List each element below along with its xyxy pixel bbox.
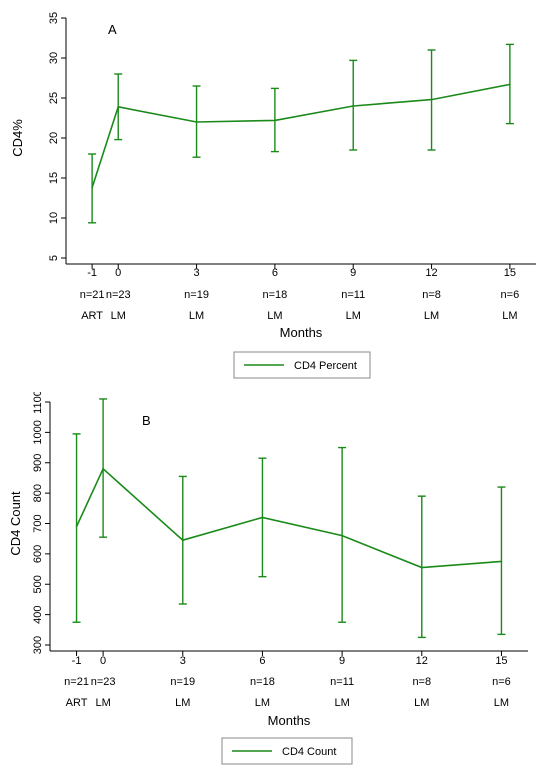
- x-tick-label: 12: [425, 267, 437, 279]
- group-label: LM: [175, 697, 190, 709]
- y-tick-label: 600: [32, 545, 44, 563]
- legend-label: CD4 Count: [282, 746, 336, 758]
- y-axis-title: CD4%: [10, 119, 25, 157]
- data-point: [420, 566, 423, 569]
- group-label: LM: [424, 310, 439, 322]
- series-line-0: [91, 83, 511, 188]
- x-tick-label: 9: [339, 655, 345, 667]
- y-tick-label: 700: [32, 514, 44, 532]
- y-tick-label: 15: [48, 172, 60, 184]
- data-point: [117, 106, 120, 108]
- y-tick-label: 30: [48, 52, 60, 64]
- legend-label: CD4 Percent: [294, 360, 357, 372]
- x-tick-label: -1: [72, 655, 82, 667]
- sample-size-label: n=19: [184, 289, 209, 301]
- group-label: LM: [189, 310, 204, 322]
- data-point: [509, 83, 511, 86]
- group-label: LM: [267, 310, 282, 322]
- group-label: LM: [414, 697, 429, 709]
- sample-size-label: n=23: [106, 289, 131, 301]
- sample-size-label: n=11: [330, 676, 354, 688]
- group-label: LM: [346, 310, 361, 322]
- group-label: LM: [502, 310, 517, 322]
- x-tick-label: 9: [350, 267, 356, 279]
- y-tick-label: 35: [48, 12, 60, 24]
- y-tick-label: 10: [48, 212, 60, 224]
- group-label: LM: [255, 697, 270, 709]
- x-tick-label: -1: [87, 267, 97, 279]
- chart-panel-b: 300 400 500 600 700 800 900 1000 1100 -1 n=21 ART 0 n…: [8, 392, 528, 765]
- sample-size-label: n=18: [250, 676, 275, 688]
- sample-size-label: n=19: [170, 676, 195, 688]
- group-label: ART: [66, 697, 88, 709]
- y-axis-title: CD4 Count: [8, 491, 23, 556]
- data-point: [102, 468, 104, 470]
- x-tick-label: 6: [259, 655, 265, 667]
- panel-label: B: [142, 413, 151, 428]
- sample-size-label: n=23: [91, 676, 116, 688]
- group-label: LM: [494, 697, 509, 709]
- x-tick-label: 15: [495, 655, 507, 667]
- y-tick-label: 800: [32, 484, 44, 502]
- data-point: [274, 119, 276, 122]
- y-tick-label: 1100: [32, 392, 44, 414]
- y-tick-label: 5: [48, 255, 60, 261]
- y-tick-label: 20: [48, 132, 60, 144]
- x-tick-label: 12: [416, 655, 428, 667]
- data-point: [261, 516, 264, 519]
- x-tick-label: 6: [272, 267, 278, 279]
- x-tick-label: 0: [115, 267, 121, 279]
- panel-label: A: [108, 22, 117, 37]
- sample-size-label: n=8: [422, 289, 441, 301]
- data-point: [75, 525, 78, 528]
- group-label: LM: [111, 310, 126, 322]
- sample-size-label: n=8: [412, 676, 431, 688]
- group-label: ART: [81, 310, 103, 322]
- x-tick-label: 15: [504, 267, 516, 279]
- data-point: [430, 98, 433, 101]
- y-tick-label: 400: [32, 605, 44, 623]
- group-label: LM: [95, 697, 110, 709]
- data-point: [195, 121, 198, 123]
- sample-size-label: n=21: [64, 676, 89, 688]
- sample-size-label: n=6: [492, 676, 511, 688]
- sample-size-label: n=6: [501, 289, 520, 301]
- y-tick-label: 25: [48, 92, 60, 104]
- sample-size-label: n=11: [341, 289, 365, 301]
- y-tick-label: 500: [32, 575, 44, 593]
- data-point: [500, 560, 503, 563]
- sample-size-label: n=21: [80, 289, 105, 301]
- x-axis-title: Months: [280, 325, 323, 340]
- series-line-0: [75, 467, 502, 569]
- x-tick-label: 0: [100, 655, 106, 667]
- x-axis-title: Months: [268, 713, 311, 728]
- data-point: [341, 534, 343, 537]
- data-point: [352, 105, 355, 107]
- chart-panel-a: 5 10 15 20 25 30 35 -1 n=21 ART 0 n=23 LM 3 n=19 LM 6 n=1…: [10, 12, 536, 379]
- sample-size-label: n=18: [262, 289, 287, 301]
- data-point: [181, 539, 184, 542]
- y-tick-label: 900: [32, 454, 44, 472]
- x-tick-label: 3: [193, 267, 199, 279]
- group-label: LM: [334, 697, 349, 709]
- y-tick-label: 1000: [32, 420, 44, 444]
- y-tick-label: 300: [32, 636, 44, 654]
- data-point: [91, 186, 93, 189]
- x-tick-label: 3: [180, 655, 186, 667]
